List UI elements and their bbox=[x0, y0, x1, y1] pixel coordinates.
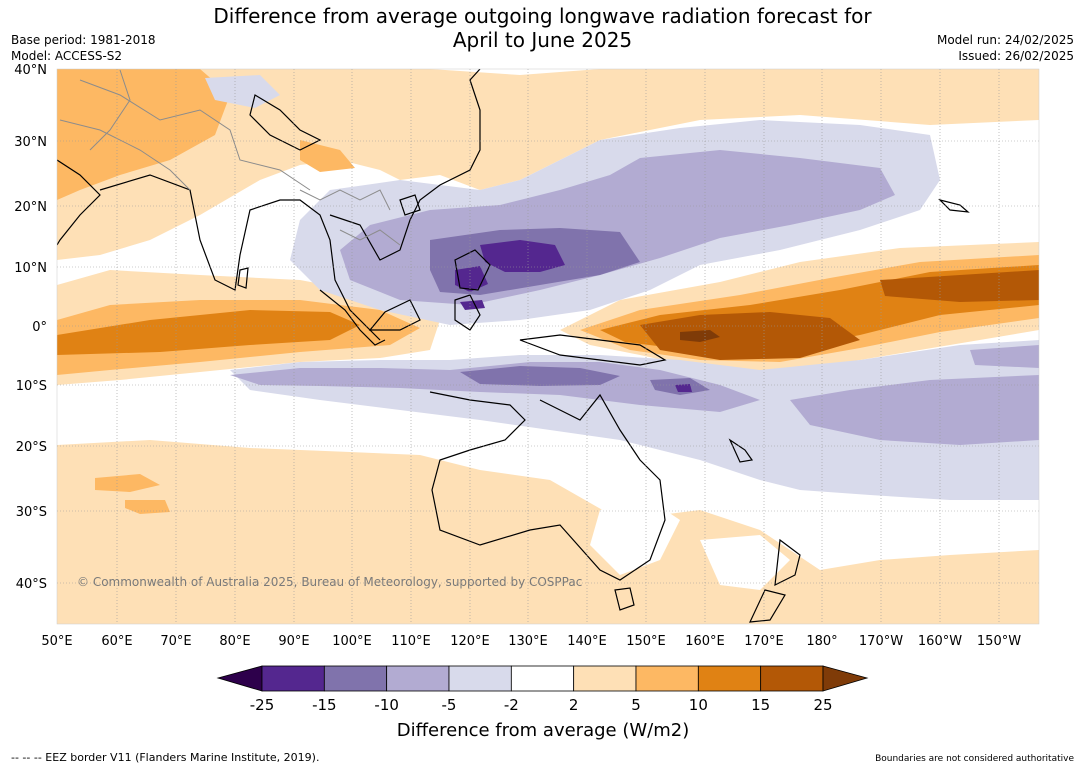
longitude-label: 130°E bbox=[508, 634, 548, 649]
anomaly-layer-neg-5-10 bbox=[230, 150, 1039, 445]
longitude-label: 160°E bbox=[685, 634, 725, 649]
latitude-label: 40°S bbox=[16, 577, 47, 592]
colorbar-swatch bbox=[573, 665, 637, 692]
longitude-label: 140°E bbox=[567, 634, 607, 649]
colorbar-swatch bbox=[448, 665, 512, 692]
colorbar-tick-label: 10 bbox=[689, 696, 708, 714]
longitude-label: 120°E bbox=[450, 634, 490, 649]
colorbar-tick-label: 2 bbox=[569, 696, 579, 714]
colorbar: -25 -15 -10 -5 -2 2 5 10 15 25 Difference from av… bbox=[216, 665, 869, 741]
longitude-label: 160°W bbox=[918, 634, 962, 649]
title-line-1: Difference from average outgoing longwav… bbox=[213, 4, 872, 28]
anomaly-layer-neutral bbox=[590, 500, 790, 590]
meta-left: Base period: 1981-2018 Model: ACCESS-S2 bbox=[11, 32, 156, 64]
colorbar-tick-label: -5 bbox=[442, 696, 457, 714]
colorbar-tick-label: 5 bbox=[631, 696, 641, 714]
longitude-label: 60°E bbox=[101, 634, 132, 649]
coastlines bbox=[57, 69, 970, 623]
longitude-label: 110°E bbox=[391, 634, 431, 649]
colorbar-swatch bbox=[697, 665, 762, 692]
colorbar-high-extend bbox=[822, 665, 869, 692]
base-period: Base period: 1981-2018 bbox=[11, 33, 156, 47]
colorbar-tick-label: 15 bbox=[751, 696, 770, 714]
issued-date: Issued: 26/02/2025 bbox=[958, 49, 1074, 63]
colorbar-tick-label: -15 bbox=[312, 696, 337, 714]
colorbar-swatch bbox=[261, 665, 325, 692]
longitude-label: 150°W bbox=[977, 634, 1021, 649]
latitude-label: 30°S bbox=[16, 505, 47, 520]
longitude-label: 50°E bbox=[41, 634, 72, 649]
model-name: Model: ACCESS-S2 bbox=[11, 49, 123, 63]
country-borders bbox=[59, 69, 401, 246]
longitude-label: 80°E bbox=[219, 634, 250, 649]
graticule bbox=[57, 69, 1039, 624]
latitude-label: 0° bbox=[32, 320, 47, 335]
longitude-label: 170°E bbox=[744, 634, 784, 649]
latitude-label: 40°N bbox=[14, 63, 47, 78]
colorbar-swatch bbox=[760, 665, 824, 692]
map-panel[interactable] bbox=[57, 69, 1039, 624]
latitude-label: 10°N bbox=[14, 261, 47, 276]
latitude-label: 30°N bbox=[14, 135, 47, 150]
anomaly-layer-pos-25-plus bbox=[680, 330, 720, 342]
title-line-2: April to June 2025 bbox=[452, 28, 633, 52]
longitude-label: 150°E bbox=[626, 634, 666, 649]
map-frame bbox=[56, 68, 1040, 625]
longitude-label: 170°W bbox=[859, 634, 903, 649]
latitude-label: 20°S bbox=[16, 440, 47, 455]
latitude-labels: 40°N 30°N 20°N 10°N 0° 10°S 20°S 30°S 40°S bbox=[14, 63, 47, 592]
latitude-label: 20°N bbox=[14, 200, 47, 215]
longitude-label: 70°E bbox=[160, 634, 191, 649]
copyright-notice: © Commonwealth of Australia 2025, Bureau… bbox=[77, 575, 582, 589]
longitude-label: 180° bbox=[806, 634, 837, 649]
colorbar-swatch bbox=[510, 665, 575, 692]
eez-legend-note: -- -- -- EEZ border V11 (Flanders Marine… bbox=[11, 751, 320, 764]
colorbar-swatch bbox=[635, 665, 699, 692]
meta-right: Model run: 24/02/2025 Issued: 26/02/2025 bbox=[937, 32, 1074, 64]
colorbar-tick-label: 25 bbox=[813, 696, 832, 714]
latitude-label: 10°S bbox=[16, 379, 47, 394]
colorbar-swatch bbox=[386, 665, 450, 692]
colorbar-title: Difference from average (W/m2) bbox=[397, 720, 689, 741]
boundaries-disclaimer: Boundaries are not considered authoritat… bbox=[875, 754, 1074, 764]
colorbar-low-extend bbox=[216, 665, 263, 692]
colorbar-tick-label: -2 bbox=[504, 696, 519, 714]
colorbar-swatch bbox=[323, 665, 388, 692]
longitude-label: 90°E bbox=[278, 634, 309, 649]
colorbar-tick-label: -10 bbox=[374, 696, 399, 714]
longitude-labels: 50°E 60°E 70°E 80°E 90°E 100°E 110°E 120°E 130°E… bbox=[41, 634, 1021, 649]
longitude-label: 100°E bbox=[332, 634, 372, 649]
model-run: Model run: 24/02/2025 bbox=[936, 33, 1074, 47]
colorbar-tick-label: -25 bbox=[250, 696, 275, 714]
map-title: Difference from average outgoing longwav… bbox=[0, 4, 1085, 52]
